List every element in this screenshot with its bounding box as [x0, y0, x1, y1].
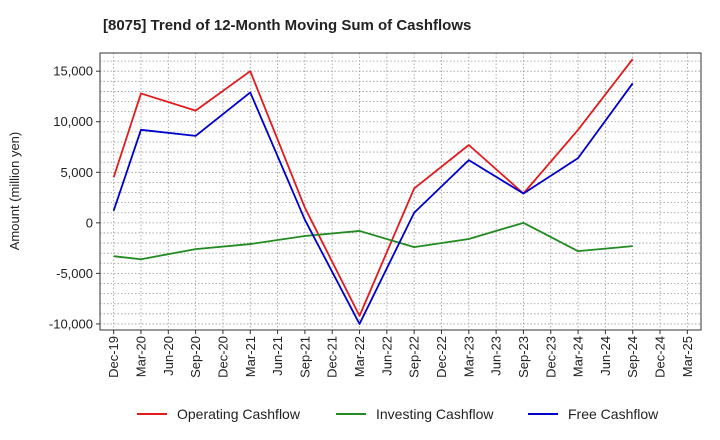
- legend-label: Free Cashflow: [568, 406, 659, 422]
- chart-title: [8075] Trend of 12-Month Moving Sum of C…: [103, 17, 471, 34]
- series-line-investing-cashflow: [113, 221, 633, 261]
- y-tick-labels: -10,000 -5,000 0 5,000 10,000 15,000: [49, 64, 100, 331]
- x-tick-label: Mar-20: [133, 336, 148, 377]
- plot-frame: [99, 52, 702, 331]
- legend-label: Investing Cashflow: [376, 406, 494, 422]
- x-tick-label: Jun-20: [161, 336, 176, 376]
- x-tick-label: Mar-22: [352, 336, 367, 377]
- x-tick-label: Jun-24: [598, 336, 613, 376]
- x-tick-label: Dec-21: [325, 336, 340, 378]
- y-tick-label: 10,000: [53, 114, 93, 129]
- y-tick-label: 15,000: [53, 64, 93, 79]
- y-tick-label: 5,000: [60, 165, 93, 180]
- y-tick-label: -10,000: [49, 316, 93, 331]
- x-tick-label: Jun-21: [270, 336, 285, 376]
- legend: Operating Cashflow Investing Cashflow Free…: [137, 406, 659, 422]
- x-tick-label: Dec-23: [543, 336, 558, 378]
- x-tick-label: Dec-24: [653, 336, 668, 378]
- y-tick-label: 0: [86, 215, 93, 230]
- y-tick-label: -5,000: [56, 266, 93, 281]
- x-tick-label: Jun-23: [489, 336, 504, 376]
- series-line-operating-cashflow: [112, 58, 634, 317]
- x-tick-label: Mar-24: [571, 336, 586, 377]
- x-tick-label: Sep-23: [516, 336, 531, 378]
- x-tick-label: Dec-22: [434, 336, 449, 378]
- x-tick-label: Mar-21: [243, 336, 258, 377]
- x-tick-label: Mar-23: [461, 336, 476, 377]
- series-line-free-cashflow: [112, 82, 634, 325]
- x-tick-label: Mar-25: [680, 336, 695, 377]
- grid: [100, 53, 701, 330]
- legend-label: Operating Cashflow: [177, 406, 301, 422]
- x-tick-label: Jun-22: [379, 336, 394, 376]
- x-tick-label: Dec-20: [215, 336, 230, 378]
- x-tick-label: Sep-21: [297, 336, 312, 378]
- x-tick-label: Dec-19: [106, 336, 121, 378]
- series-lines: [112, 58, 634, 325]
- x-tick-label: Sep-24: [625, 336, 640, 378]
- x-tick-labels: Dec-19 Mar-20 Jun-20 Sep-20 Dec-20 Mar-21 Jun-…: [106, 330, 695, 378]
- x-tick-label: Sep-20: [188, 336, 203, 378]
- x-tick-label: Sep-22: [407, 336, 422, 378]
- y-axis-label: Amount (million yen): [7, 132, 22, 251]
